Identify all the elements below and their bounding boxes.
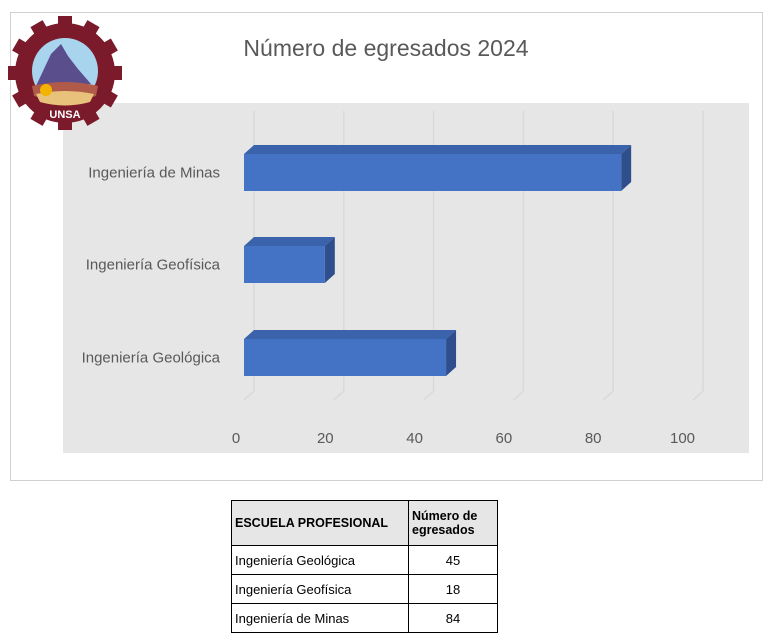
x-tick-label: 40 bbox=[406, 430, 423, 447]
faculty-logo: UNSA bbox=[8, 16, 122, 130]
x-tick-label: 20 bbox=[317, 430, 334, 447]
gridline bbox=[423, 111, 435, 401]
gridline bbox=[512, 111, 525, 401]
cell-school: Ingeniería de Minas bbox=[231, 603, 409, 633]
data-table: ESCUELA PROFESIONAL Número de egresados … bbox=[231, 500, 498, 633]
x-tick-label: 100 bbox=[670, 430, 695, 447]
table-row: Ingeniería Geológica 45 bbox=[231, 545, 498, 575]
x-tick-label: 80 bbox=[585, 430, 602, 447]
bar bbox=[244, 154, 622, 191]
x-tick-label: 0 bbox=[232, 430, 240, 447]
cell-school: Ingeniería Geofísica bbox=[231, 574, 409, 604]
y-category-label: Ingeniería Geológica bbox=[82, 350, 221, 367]
cell-count: 18 bbox=[408, 574, 498, 604]
bar-top bbox=[244, 330, 457, 339]
bar-side bbox=[324, 237, 335, 283]
bar bbox=[244, 339, 447, 376]
gridline bbox=[602, 111, 614, 401]
cell-count: 84 bbox=[408, 603, 498, 633]
y-category-label: Ingeniería Geofísica bbox=[86, 257, 221, 274]
chart-frame: Número de egresados 2024 Ingeniería Geol… bbox=[10, 12, 763, 481]
gridline bbox=[692, 111, 704, 401]
header-escuela: ESCUELA PROFESIONAL bbox=[231, 500, 409, 546]
bar-chart: Número de egresados 2024 Ingeniería Geol… bbox=[63, 35, 749, 453]
cell-school: Ingeniería Geológica bbox=[231, 545, 409, 575]
bar-top bbox=[244, 237, 335, 246]
table-row: Ingeniería Geofísica 18 bbox=[231, 574, 498, 604]
gridline bbox=[333, 111, 345, 401]
chart-title: Número de egresados 2024 bbox=[243, 35, 528, 61]
x-tick-label: 60 bbox=[496, 430, 513, 447]
cell-count: 45 bbox=[408, 545, 498, 575]
header-egresados: Número de egresados bbox=[408, 500, 498, 546]
bar-side bbox=[446, 330, 457, 376]
bar bbox=[244, 246, 325, 283]
bar-top bbox=[244, 145, 632, 154]
gridline bbox=[243, 111, 255, 401]
table-row: Ingeniería de Minas 84 bbox=[231, 603, 498, 633]
y-category-label: Ingeniería de Minas bbox=[88, 165, 220, 182]
bar-side bbox=[621, 145, 632, 191]
logo-badge: UNSA bbox=[49, 109, 80, 121]
